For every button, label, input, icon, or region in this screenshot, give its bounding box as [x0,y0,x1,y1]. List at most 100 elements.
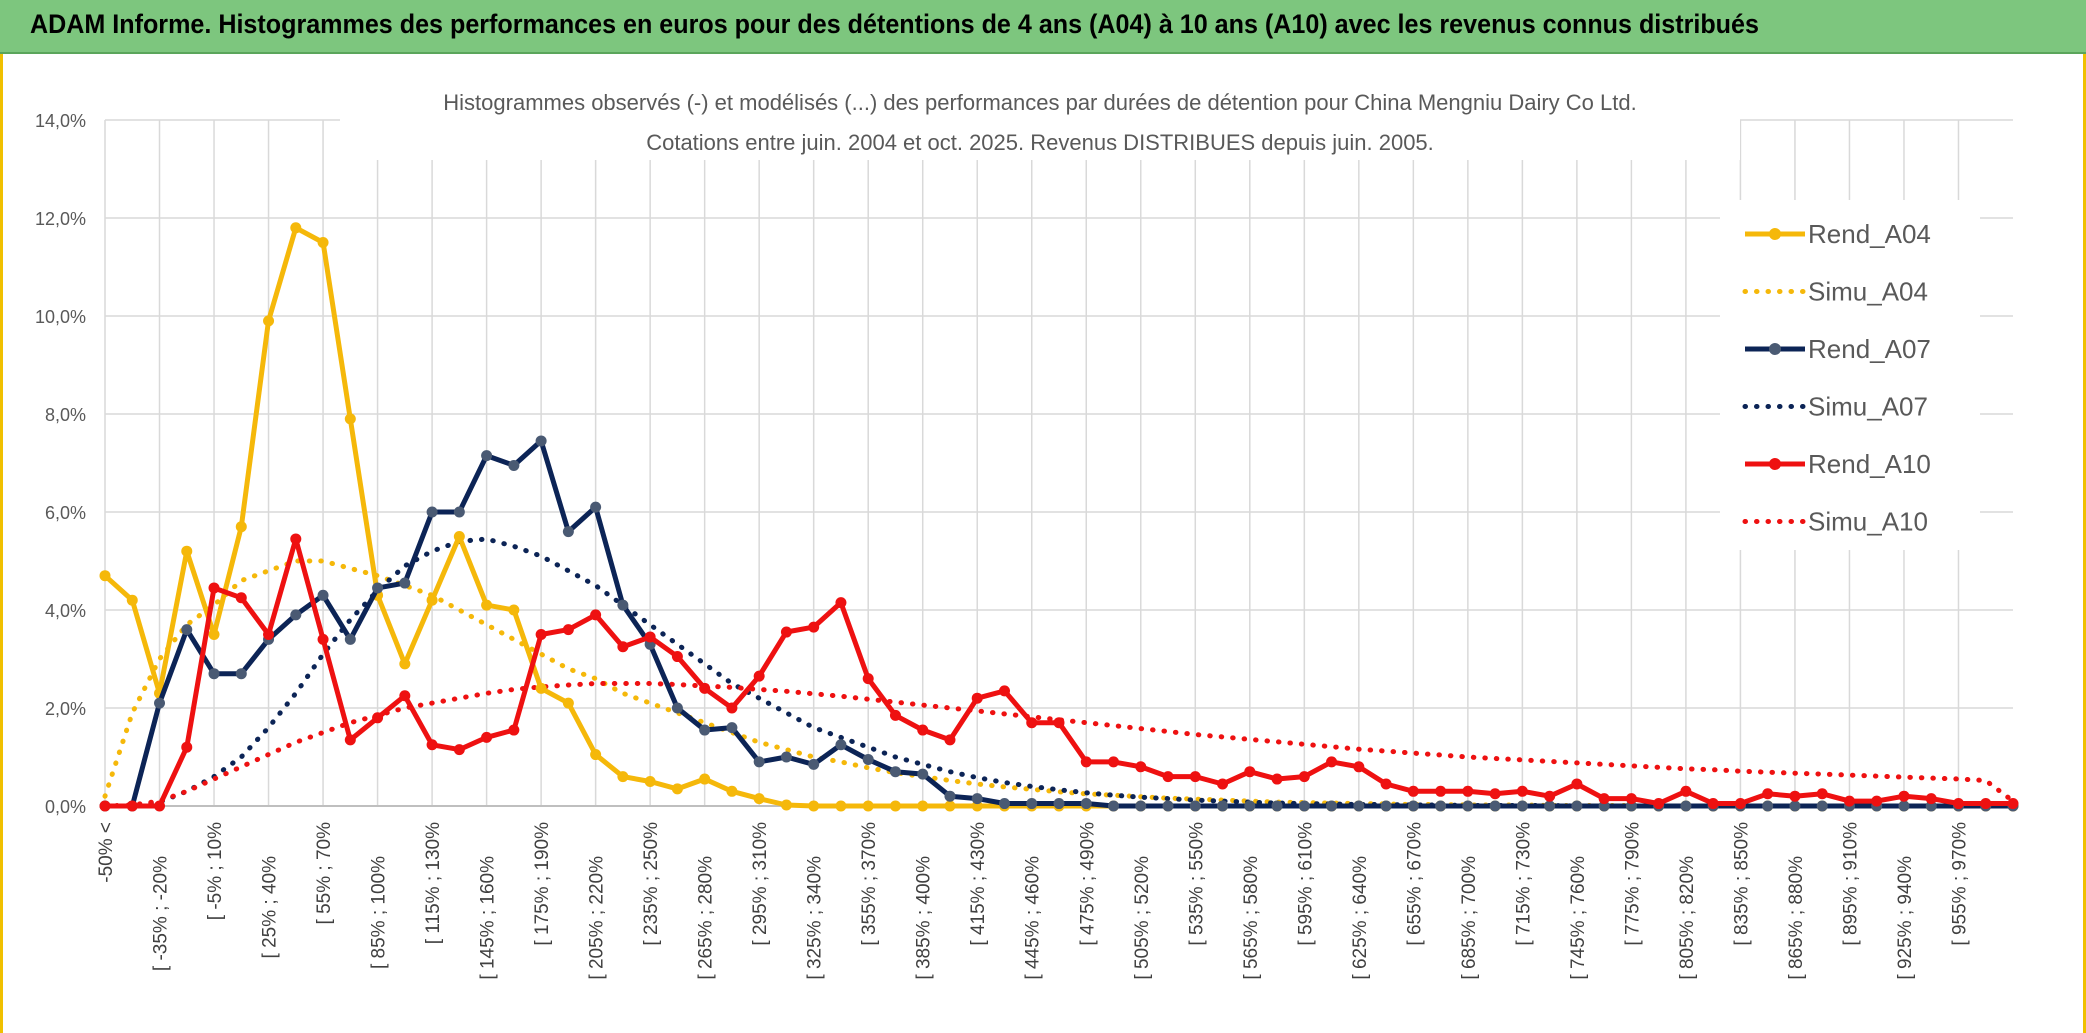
rend-a07-point [181,624,193,636]
rend-a10-point [1707,798,1719,810]
x-tick-label: [ 205% ; 220% [587,856,608,980]
rend-a10-point [481,731,493,743]
rend-a07-point [944,790,956,802]
rend-a07-point [780,751,792,763]
rend-a07-point [889,766,901,778]
x-tick-label: [ 655% ; 670% [1404,822,1425,946]
chart-subtitle: Cotations entre juin. 2004 et oct. 2025.… [646,130,1434,155]
rend-a10-point [1217,778,1229,790]
rend-a04-point [726,785,738,797]
rend-a10-point [780,626,792,638]
rend-a04-point [290,222,302,234]
rend-a10-point [998,685,1010,697]
rend-a07-point [372,582,384,594]
rend-a07-point [1053,798,1065,810]
rend-a10-point [399,690,411,702]
rend-a10-point [889,709,901,721]
x-tick-label: [ 715% ; 730% [1513,822,1534,946]
y-axis-ticks: 0,0% 2,0% 4,0% 6,0% 8,0% 10,0% 12,0% 14,0% [35,111,86,817]
x-tick-label: [ 895% ; 910% [1840,822,1861,946]
rend-a10-point [1598,793,1610,805]
rend-a07-point [1898,800,1910,812]
rend-a07-point [1544,800,1556,812]
rend-a04-point [535,682,547,694]
rend-a10-point [2007,798,2019,810]
rend-a10-point [181,741,193,753]
rend-a04-point [208,629,220,640]
rend-a10-point [808,621,820,633]
rend-a10-point [1435,785,1447,797]
rend-a07-point [1298,800,1310,812]
rend-a10-point [99,800,111,812]
rend-a10-point [1898,790,1910,802]
rend-a10-point [208,582,220,594]
legend-marker-rend-a10 [1769,458,1781,470]
rend-a10-point [235,592,247,604]
rend-a10-point [535,629,547,640]
y-tick-label: 12,0% [35,209,86,229]
x-tick-label: [ 805% ; 820% [1677,856,1698,980]
rend-a07-point [508,459,520,471]
rend-a10-point [290,533,302,545]
legend-marker-rend-a07 [1769,343,1781,355]
rend-a10-point [426,739,438,751]
rend-a07-point [1080,798,1092,810]
rend-a10-point [1516,785,1528,797]
simu-a07-line [102,536,2016,809]
x-tick-label: [ 535% ; 550% [1186,822,1207,946]
legend-label-rend-a07: Rend_A07 [1808,334,1931,364]
rend-a10-point [753,670,765,682]
legend-marker-rend-a04 [1769,228,1781,240]
rend-a07-point [726,722,738,734]
x-tick-label: [ -35% ; -20% [151,856,172,971]
rend-a04-point [99,570,111,582]
rend-a10-point [344,734,356,746]
rend-a10-point [372,712,384,724]
rend-a10-point [862,673,874,685]
rend-a07-point [317,589,329,601]
x-tick-label: -50% < [96,822,117,883]
x-tick-label: [ 25% ; 40% [260,856,281,959]
rend-a07-point [998,798,1010,810]
rend-a07-point [1135,800,1147,812]
rend-a07-point [1026,798,1038,810]
x-tick-label: [ 385% ; 400% [914,856,935,980]
rend-a10-point [944,734,956,746]
x-tick-label: [ 775% ; 790% [1622,822,1643,946]
rend-a10-point [1135,761,1147,773]
rend-a07-point [1571,800,1583,812]
rend-a10-point [1653,798,1665,810]
rend-a04-point [644,776,656,787]
x-tick-label: [ 865% ; 880% [1786,856,1807,980]
rend-a10-point [1980,798,1992,810]
rend-a07-point [481,450,493,462]
rend-a07-point [753,756,765,768]
rend-a04-point [862,800,874,812]
rend-a10-point [126,800,138,812]
legend-label-rend-a04: Rend_A04 [1808,219,1931,249]
rend-a10-point [1789,790,1801,802]
rend-a04-point [889,800,901,812]
rend-a04-point [590,749,602,761]
rend-a10-point [1762,788,1774,800]
chart-title: Histogrammes observés (-) et modélisés (… [443,90,1636,115]
x-tick-label: [ 475% ; 490% [1077,822,1098,946]
rend-a10-point [1680,785,1692,797]
x-tick-label: [ 595% ; 610% [1295,822,1316,946]
x-tick-label: [ 745% ; 760% [1568,856,1589,980]
banner-title: ADAM Informe. Histogrammes des performan… [30,9,1759,39]
header-banner: ADAM Informe. Histogrammes des performan… [0,0,2086,54]
legend-backdrop [1720,200,1980,550]
rend-a10-point [1026,717,1038,729]
rend-a07-point [835,739,847,751]
rend-a07-point [862,753,874,765]
rend-a10-point [1244,766,1256,778]
y-tick-label: 6,0% [45,503,86,523]
rend-a07-point [453,506,465,518]
rend-a07-point [399,577,411,589]
x-tick-label: [ 145% ; 160% [478,856,499,980]
rend-a10-point [1571,778,1583,790]
rend-a10-point [671,651,683,663]
rend-a10-point [1080,756,1092,768]
rend-a07-point [290,609,302,621]
